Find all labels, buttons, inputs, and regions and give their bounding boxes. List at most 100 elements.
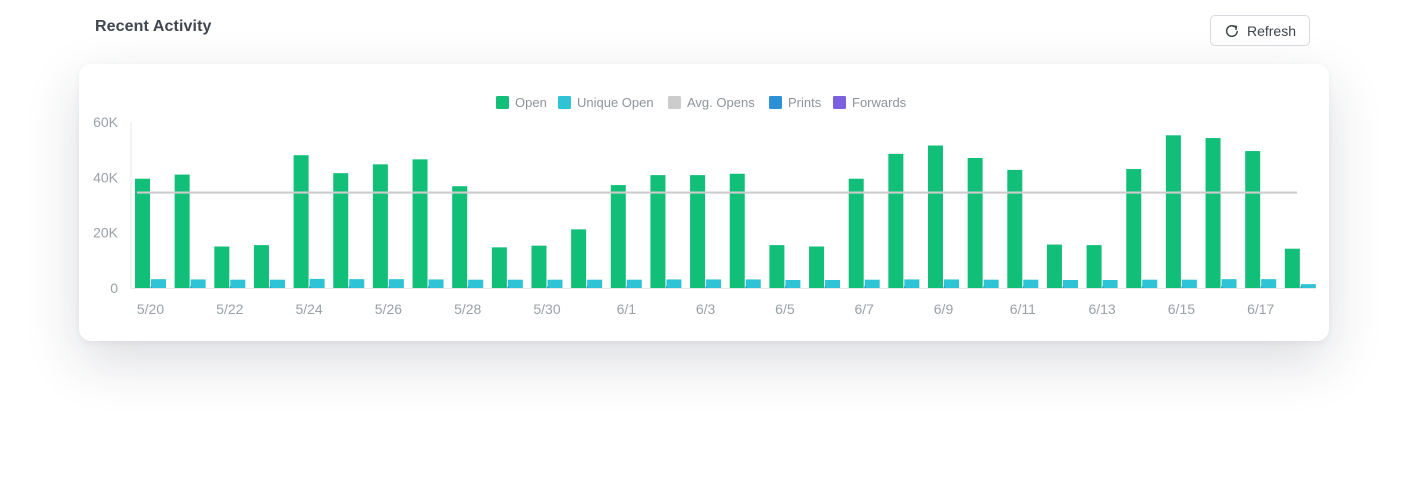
- bar-open[interactable]: [214, 246, 230, 289]
- bar-unique-open[interactable]: [706, 279, 722, 288]
- bar-open[interactable]: [531, 245, 547, 288]
- bar-prints[interactable]: [150, 286, 153, 289]
- bar-unique-open[interactable]: [269, 279, 285, 288]
- bar-unique-open[interactable]: [151, 279, 166, 288]
- bar-open[interactable]: [650, 175, 666, 288]
- bar-open[interactable]: [1086, 245, 1102, 288]
- x-axis: 5/20 5/22 5/24 5/26 5/28 5/30 6/1 6/3 6/5 6/7 6/9 6…: [131, 288, 1316, 317]
- bar-unique-open[interactable]: [1142, 279, 1158, 288]
- bar-open[interactable]: [372, 164, 388, 288]
- bar-open[interactable]: [729, 173, 745, 288]
- bar-unique-open[interactable]: [983, 279, 999, 288]
- bar-open[interactable]: [610, 185, 626, 288]
- bar-prints[interactable]: [1221, 286, 1223, 289]
- bar-open[interactable]: [491, 247, 507, 288]
- bar-open[interactable]: [967, 157, 983, 288]
- bar-unique-open[interactable]: [864, 279, 880, 288]
- bar-open[interactable]: [412, 159, 428, 288]
- bar-unique-open[interactable]: [349, 279, 365, 288]
- bar-open[interactable]: [135, 178, 150, 288]
- bar-open[interactable]: [1284, 248, 1300, 288]
- bar-unique-open[interactable]: [1102, 279, 1118, 288]
- x-tick-label: 5/26: [375, 301, 402, 317]
- bar-prints[interactable]: [547, 286, 549, 289]
- bar-open[interactable]: [1126, 169, 1142, 288]
- bar-open[interactable]: [293, 155, 309, 288]
- bar-prints[interactable]: [705, 286, 708, 289]
- bar-prints[interactable]: [1062, 286, 1064, 289]
- bar-prints[interactable]: [586, 286, 589, 289]
- bar-open[interactable]: [690, 175, 706, 288]
- legend-swatch: [833, 96, 846, 109]
- bar-prints[interactable]: [824, 286, 827, 289]
- bar-unique-open[interactable]: [785, 279, 801, 288]
- bar-prints[interactable]: [626, 286, 628, 289]
- bar-unique-open[interactable]: [904, 279, 920, 288]
- bar-open[interactable]: [1046, 244, 1062, 288]
- bar-prints[interactable]: [745, 286, 747, 289]
- bar-prints[interactable]: [864, 286, 866, 289]
- refresh-button[interactable]: Refresh: [1210, 15, 1310, 46]
- bar-open[interactable]: [1205, 138, 1221, 288]
- bar-unique-open[interactable]: [230, 279, 246, 288]
- bar-prints[interactable]: [309, 286, 311, 289]
- legend-item[interactable]: Unique Open: [558, 95, 654, 110]
- bar-prints[interactable]: [1260, 286, 1263, 289]
- bar-unique-open[interactable]: [587, 279, 603, 288]
- bar-unique-open[interactable]: [309, 278, 325, 288]
- bar-open[interactable]: [1007, 169, 1023, 288]
- bar-unique-open[interactable]: [825, 279, 841, 288]
- bar-unique-open[interactable]: [547, 279, 563, 288]
- bar-open[interactable]: [809, 246, 825, 289]
- bar-unique-open[interactable]: [388, 279, 404, 288]
- bar-prints[interactable]: [943, 286, 946, 289]
- bar-prints[interactable]: [229, 286, 232, 289]
- bar-prints[interactable]: [665, 286, 668, 289]
- legend-item[interactable]: Open: [496, 95, 547, 110]
- bar-unique-open[interactable]: [190, 279, 206, 288]
- bar-unique-open[interactable]: [468, 279, 484, 288]
- bar-prints[interactable]: [388, 286, 390, 289]
- bar-prints[interactable]: [428, 286, 430, 289]
- bar-prints[interactable]: [784, 286, 787, 289]
- bar-open[interactable]: [452, 186, 468, 288]
- bar-open[interactable]: [1245, 151, 1261, 288]
- bar-prints[interactable]: [348, 286, 351, 289]
- bar-prints[interactable]: [190, 286, 192, 289]
- bar-unique-open[interactable]: [1023, 279, 1039, 288]
- bar-open[interactable]: [333, 173, 349, 288]
- bar-prints[interactable]: [903, 286, 906, 289]
- bar-open[interactable]: [1165, 135, 1181, 288]
- bar-unique-open[interactable]: [1261, 279, 1277, 288]
- bar-unique-open[interactable]: [1300, 284, 1316, 288]
- x-tick-label: 6/7: [854, 301, 874, 317]
- bar-open[interactable]: [848, 178, 864, 288]
- bar-open[interactable]: [928, 145, 943, 288]
- legend-item[interactable]: Avg. Opens: [668, 95, 755, 110]
- bar-prints[interactable]: [1102, 286, 1104, 289]
- bar-unique-open[interactable]: [745, 279, 761, 288]
- bar-unique-open[interactable]: [1062, 279, 1078, 288]
- bar-open[interactable]: [888, 153, 904, 288]
- bar-open[interactable]: [174, 174, 190, 288]
- bar-prints[interactable]: [983, 286, 985, 289]
- legend-item[interactable]: Forwards: [833, 95, 907, 110]
- bar-prints[interactable]: [269, 286, 271, 289]
- legend-item[interactable]: Prints: [769, 95, 822, 110]
- bar-unique-open[interactable]: [428, 279, 444, 288]
- bar-open[interactable]: [253, 245, 269, 288]
- bar-open[interactable]: [769, 245, 785, 288]
- bar-unique-open[interactable]: [666, 279, 682, 288]
- bar-prints[interactable]: [1181, 286, 1183, 289]
- bar-prints[interactable]: [507, 286, 509, 289]
- bar-unique-open[interactable]: [1181, 279, 1197, 288]
- bar-unique-open[interactable]: [507, 279, 523, 288]
- bar-open[interactable]: [571, 229, 587, 288]
- bar-unique-open[interactable]: [1221, 279, 1237, 288]
- bar-prints[interactable]: [1022, 286, 1025, 289]
- bar-prints[interactable]: [1300, 286, 1302, 289]
- bar-unique-open[interactable]: [626, 279, 642, 288]
- bar-unique-open[interactable]: [944, 279, 959, 288]
- bar-prints[interactable]: [467, 286, 470, 289]
- bar-prints[interactable]: [1141, 286, 1144, 289]
